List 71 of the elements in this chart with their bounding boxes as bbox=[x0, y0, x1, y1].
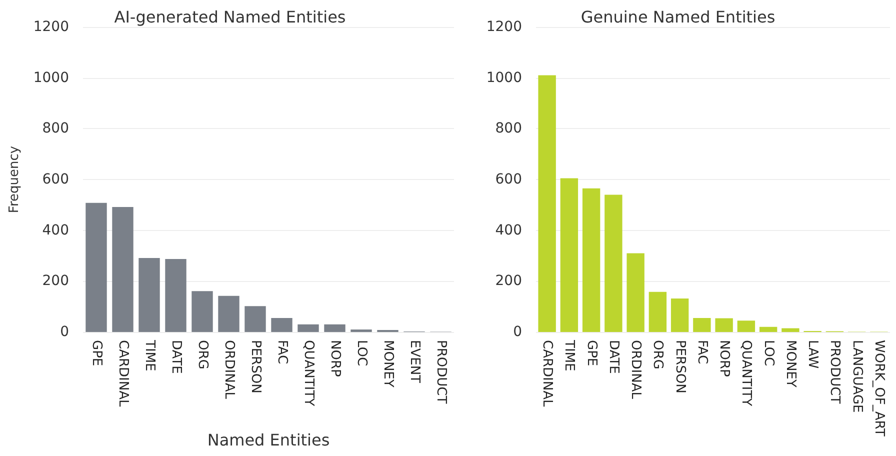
bar bbox=[759, 326, 778, 332]
x-tick-label: DATE bbox=[168, 340, 184, 374]
bar bbox=[324, 324, 346, 332]
x-tick-label: GPE bbox=[88, 340, 104, 366]
bar bbox=[560, 178, 578, 332]
y-tick-label: 1000 bbox=[486, 70, 522, 86]
bar bbox=[192, 291, 213, 332]
y-tick-label: 0 bbox=[60, 324, 69, 340]
bar bbox=[670, 298, 689, 332]
x-tick-label: MONEY bbox=[380, 340, 396, 388]
x-tick-label: PERSON bbox=[248, 340, 263, 394]
x-tick-label: PERSON bbox=[672, 340, 688, 394]
bar bbox=[715, 318, 733, 332]
bar bbox=[693, 318, 711, 332]
x-axis-title: Named Entities bbox=[207, 430, 330, 450]
x-tick-label: LOC bbox=[760, 340, 776, 366]
y-axis-title: Frequency bbox=[7, 146, 22, 214]
x-tick-label: MONEY bbox=[782, 340, 798, 388]
y-tick-label: 800 bbox=[42, 120, 69, 137]
bar bbox=[604, 194, 622, 332]
bar bbox=[737, 320, 756, 332]
y-tick-label: 600 bbox=[42, 172, 69, 188]
bar bbox=[112, 206, 134, 332]
bar bbox=[626, 253, 644, 332]
chart-title: Genuine Named Entities bbox=[580, 8, 776, 26]
x-tick-label: DATE bbox=[606, 340, 621, 374]
x-tick-label: WORK_OF_ART bbox=[871, 340, 886, 436]
y-tick-label: 800 bbox=[495, 120, 522, 137]
x-tick-label: QUANTITY bbox=[300, 340, 316, 406]
x-tick-label: FAC bbox=[274, 340, 290, 364]
y-tick-label: 1200 bbox=[486, 19, 522, 35]
x-tick-label: PRODUCT bbox=[827, 340, 842, 404]
y-tick-label: 0 bbox=[513, 324, 522, 340]
bar bbox=[271, 318, 292, 332]
x-tick-label: FAC bbox=[694, 340, 710, 364]
bar bbox=[582, 188, 600, 332]
y-tick-label: 400 bbox=[42, 222, 69, 238]
x-tick-label: NORP bbox=[327, 340, 342, 377]
bar bbox=[350, 329, 372, 332]
x-tick-label: ORG bbox=[194, 340, 210, 370]
x-tick-label: ORG bbox=[650, 340, 666, 370]
x-tick-label: CARDINAL bbox=[540, 340, 555, 408]
y-tick-label: 1200 bbox=[33, 19, 69, 35]
x-tick-label: ORDINAL bbox=[628, 340, 644, 400]
bar bbox=[298, 324, 319, 332]
y-tick-label: 400 bbox=[495, 222, 522, 238]
y-tick-label: 600 bbox=[495, 172, 522, 188]
x-tick-label: EVENT bbox=[406, 340, 422, 384]
y-tick-label: 200 bbox=[42, 273, 69, 290]
bar bbox=[244, 306, 266, 332]
x-tick-label: CARDINAL bbox=[115, 340, 130, 408]
x-tick-label: NORP bbox=[716, 340, 732, 377]
x-tick-label: LANGUAGE bbox=[849, 340, 864, 413]
x-tick-label: TIME bbox=[562, 339, 577, 372]
x-tick-label: TIME bbox=[142, 339, 157, 372]
x-tick-label: LAW bbox=[805, 340, 820, 369]
bar bbox=[218, 296, 240, 332]
chart-title: AI-generated Named Entities bbox=[114, 8, 346, 26]
x-tick-label: PRODUCT bbox=[433, 340, 448, 404]
bar bbox=[782, 328, 800, 332]
y-tick-label: 200 bbox=[495, 273, 522, 290]
bar bbox=[538, 75, 556, 332]
x-tick-label: ORDINAL bbox=[221, 340, 236, 400]
bar bbox=[165, 259, 186, 332]
y-tick-label: 1000 bbox=[33, 70, 69, 86]
x-tick-label: LOC bbox=[354, 340, 369, 366]
x-tick-label: QUANTITY bbox=[738, 340, 754, 406]
x-tick-label: GPE bbox=[584, 340, 599, 366]
bar bbox=[648, 292, 667, 332]
bar bbox=[86, 202, 107, 332]
bar bbox=[138, 258, 160, 332]
